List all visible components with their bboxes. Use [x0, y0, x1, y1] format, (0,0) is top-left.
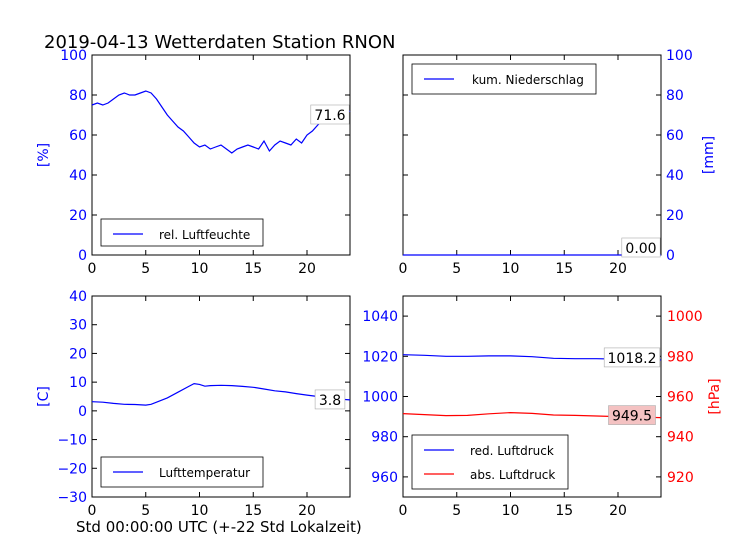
legend: red. Luftdruck abs. Luftdruck: [411, 434, 569, 490]
value-label: 71.6: [310, 104, 350, 125]
y-tick-label: 1000: [362, 390, 398, 406]
y-axis-label: [%]: [36, 143, 52, 167]
x-tick-label: 10: [502, 261, 520, 277]
figure-title: 2019-04-13 Wetterdaten Station RNON: [44, 32, 395, 53]
x-tick-label: 20: [609, 503, 627, 519]
x-tick-label: 5: [141, 261, 150, 277]
y-tick-label: 60: [666, 128, 684, 144]
y-tick-label: −20: [57, 461, 87, 477]
y-tick-label: 980: [371, 430, 398, 446]
axes-frame: [91, 54, 351, 256]
y-tick-label: −10: [57, 433, 87, 449]
y-tick-label: 1040: [362, 309, 398, 325]
legend: rel. Luftfeuchte: [100, 218, 264, 247]
y-right-tick-label: 1000: [667, 309, 703, 325]
series-line: [91, 90, 351, 154]
legend-box: [411, 434, 569, 490]
y-tick-label: 80: [69, 88, 87, 104]
legend: Lufttemperatur: [100, 456, 264, 488]
y-right-tick-label: 940: [667, 430, 694, 446]
panel-bottom-right: 0 5 10 15 20 960 980 1000 1020 1040 920 940 960 980 10…: [362, 295, 723, 519]
value-label-box: [310, 104, 350, 125]
x-tick-label: 5: [141, 503, 150, 519]
value-label: 3.8: [314, 389, 346, 410]
x-tick-label: 20: [298, 503, 316, 519]
value-label: 0.00: [621, 237, 661, 258]
legend: kum. Niederschlag: [411, 63, 597, 95]
y-tick-label: 1020: [362, 349, 398, 365]
x-tick-label: 0: [399, 503, 408, 519]
x-tick-label: 20: [298, 261, 316, 277]
value-label-1-text: 1018.2: [608, 351, 657, 367]
y-tick-label: 960: [371, 470, 398, 486]
y-tick-label: 30: [69, 318, 87, 334]
legend-entry: rel. Luftfeuchte: [159, 228, 250, 242]
value-label-box: [314, 389, 346, 410]
panel-bottom-left: 0 5 10 15 20 −30 −20 −10 0 10 20 30 40 [C] Lufttempera…: [36, 289, 351, 519]
y-tick-label: 100: [666, 48, 693, 64]
y-tick-label: 20: [69, 346, 87, 362]
panel-top-left: 0 5 10 15 20 0 20 40 60 80 100 [%] rel. Luftfeuchte 7…: [36, 48, 351, 277]
x-tick-label: 5: [452, 503, 461, 519]
y-tick-label: 40: [666, 168, 684, 184]
value-label-text: 71.6: [314, 108, 345, 124]
x-tick-label: 0: [88, 503, 97, 519]
y-axis-label: [C]: [36, 386, 52, 407]
x-tick-label: 15: [555, 261, 573, 277]
y-tick-label: 0: [78, 248, 87, 264]
legend-box: [100, 218, 264, 247]
x-tick-label: 5: [452, 261, 461, 277]
y-right-tick-label: 960: [667, 390, 694, 406]
y-tick-label: 40: [69, 289, 87, 305]
y-right-tick-label: 920: [667, 470, 694, 486]
series-line: [91, 382, 351, 406]
y-tick-label: 0: [666, 248, 675, 264]
panel-top-right: 0 5 10 15 20 0 20 40 60 80 100 [mm] kum. Niederschla…: [399, 48, 717, 277]
x-tick-label: 15: [244, 503, 262, 519]
value-label-1: 1018.2: [603, 347, 661, 368]
value-label-1-box: [603, 347, 661, 368]
x-tick-label: 10: [502, 503, 520, 519]
y-axis-label: [mm]: [701, 136, 717, 174]
y-tick-label: 60: [69, 128, 87, 144]
legend-entry: kum. Niederschlag: [472, 73, 584, 87]
legend-entry: Lufttemperatur: [159, 466, 250, 480]
x-tick-label: 15: [244, 261, 262, 277]
value-label-text: 3.8: [319, 393, 341, 409]
y-right-axis-label: [hPa]: [707, 378, 723, 414]
y-tick-label: 100: [60, 48, 87, 64]
y-tick-label: 20: [666, 208, 684, 224]
x-axis-label: Std 00:00:00 UTC (+-22 Std Lokalzeit): [76, 518, 362, 536]
y-right-tick-label: 980: [667, 349, 694, 365]
y-tick-label: −30: [57, 490, 87, 506]
legend-entry: red. Luftdruck: [470, 444, 554, 458]
x-tick-label: 10: [191, 503, 209, 519]
y-tick-label: 10: [69, 375, 87, 391]
x-tick-label: 20: [609, 261, 627, 277]
legend-entry: abs. Luftdruck: [470, 468, 555, 482]
y-tick-label: 80: [666, 88, 684, 104]
value-label-2-box: [608, 405, 656, 425]
x-tick-label: 10: [191, 261, 209, 277]
value-label-box: [621, 237, 661, 258]
x-tick-label: 0: [399, 261, 408, 277]
y-tick-label: 20: [69, 208, 87, 224]
y-tick-label: 40: [69, 168, 87, 184]
y-tick-label: 0: [78, 404, 87, 420]
x-tick-label: 15: [555, 503, 573, 519]
value-label-2-text: 949.5: [612, 409, 652, 425]
x-tick-label: 0: [88, 261, 97, 277]
value-label-2: 949.5: [608, 405, 656, 425]
value-label-text: 0.00: [625, 241, 656, 257]
axes-frame: [91, 295, 351, 498]
